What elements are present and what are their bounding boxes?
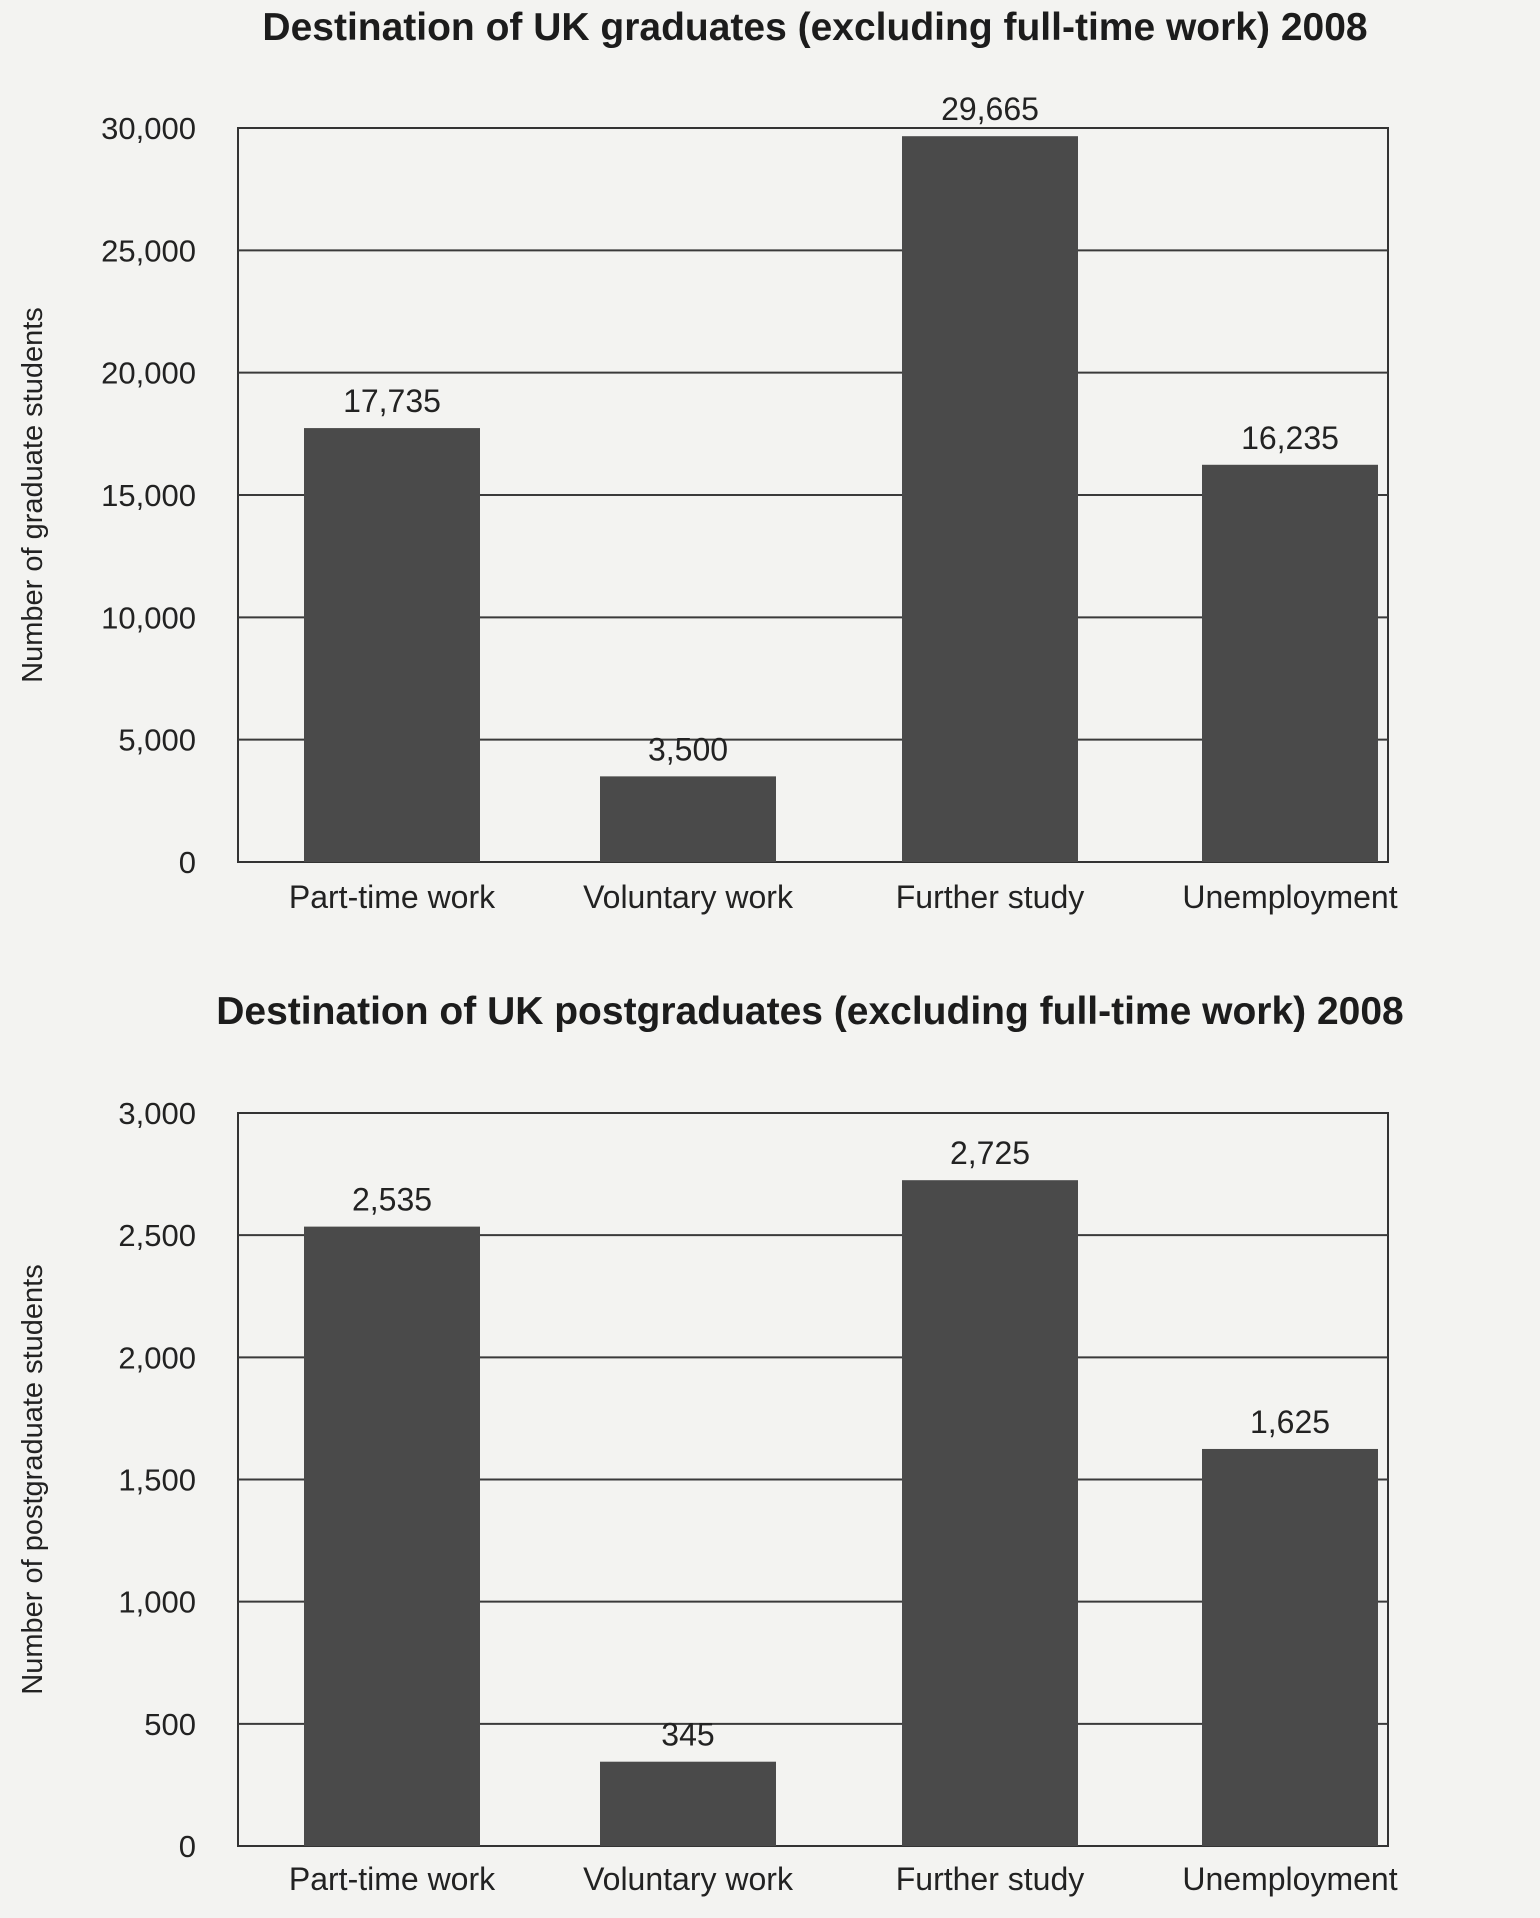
bar — [304, 428, 480, 862]
bar — [902, 1180, 1078, 1846]
bar — [1202, 464, 1378, 862]
y-tick-label: 0 — [179, 1829, 196, 1864]
y-tick-label: 0 — [179, 845, 196, 880]
y-tick-label: 500 — [144, 1707, 196, 1742]
x-category-label: Voluntary work — [583, 879, 794, 915]
chart-title: Destination of UK postgraduates (excludi… — [216, 990, 1404, 1033]
bar-value-label: 345 — [661, 1717, 714, 1753]
y-tick-label: 2,500 — [118, 1218, 196, 1253]
y-tick-label: 10,000 — [101, 600, 196, 635]
y-tick-label: 20,000 — [101, 356, 196, 391]
chart-title: Destination of UK graduates (excluding f… — [262, 6, 1367, 49]
y-tick-label: 2,000 — [118, 1340, 196, 1375]
x-category-label: Further study — [896, 879, 1085, 915]
y-tick-label: 1,000 — [118, 1585, 196, 1620]
graduates-chart: Destination of UK graduates (excluding f… — [17, 6, 1398, 915]
postgraduates-chart: Destination of UK postgraduates (excludi… — [17, 990, 1404, 1897]
bar-value-label: 2,535 — [352, 1182, 432, 1218]
x-category-label: Part-time work — [289, 879, 496, 915]
x-category-label: Further study — [896, 1861, 1085, 1897]
y-tick-label: 5,000 — [118, 723, 196, 758]
bar — [902, 136, 1078, 862]
y-axis-label: Number of graduate students — [17, 307, 49, 683]
bar — [600, 776, 776, 862]
bar — [600, 1761, 776, 1846]
y-tick-label: 3,000 — [118, 1096, 196, 1131]
bar — [1202, 1448, 1378, 1846]
bar-value-label: 1,625 — [1250, 1404, 1330, 1440]
bar — [304, 1226, 480, 1846]
bar-value-label: 16,235 — [1241, 420, 1339, 456]
y-tick-label: 25,000 — [101, 233, 196, 268]
bar-value-label: 29,665 — [941, 91, 1039, 127]
y-tick-label: 15,000 — [101, 478, 196, 513]
y-axis-label: Number of postgraduate students — [17, 1264, 49, 1694]
x-category-label: Part-time work — [289, 1861, 496, 1897]
x-category-label: Voluntary work — [583, 1861, 794, 1897]
y-tick-label: 1,500 — [118, 1463, 196, 1498]
x-category-label: Unemployment — [1182, 879, 1397, 915]
bar-value-label: 3,500 — [648, 731, 728, 767]
bar-value-label: 2,725 — [950, 1135, 1030, 1171]
bar-value-label: 17,735 — [343, 383, 441, 419]
y-tick-label: 30,000 — [101, 111, 196, 146]
x-category-label: Unemployment — [1182, 1861, 1397, 1897]
